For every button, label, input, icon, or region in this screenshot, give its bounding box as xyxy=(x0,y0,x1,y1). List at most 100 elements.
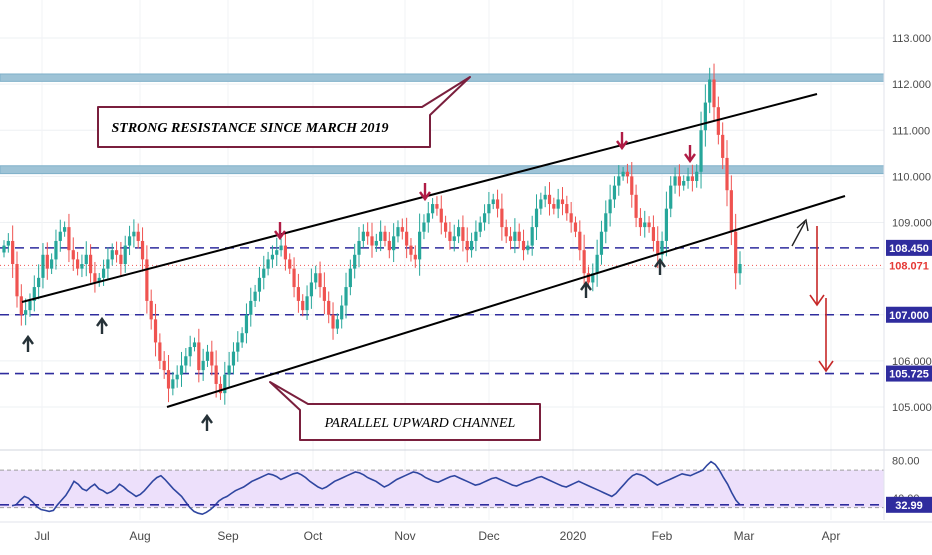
candle-body xyxy=(569,213,573,223)
candle-body xyxy=(58,231,62,241)
candle-body xyxy=(275,250,279,255)
candle-body xyxy=(578,231,582,251)
candle-body xyxy=(184,356,188,366)
candle-body xyxy=(37,277,41,288)
y-tick-label: 113.000 xyxy=(892,33,931,45)
marker-down-arrow xyxy=(616,132,628,151)
candle-body xyxy=(370,236,374,246)
candle-body xyxy=(110,250,114,260)
candle-body xyxy=(158,342,162,361)
candle-body xyxy=(257,277,262,292)
candle-body xyxy=(565,204,569,214)
candle-body xyxy=(677,176,681,186)
candle-body xyxy=(327,300,331,315)
rsi-current-label-bg xyxy=(886,496,932,513)
candle-body xyxy=(331,314,335,329)
x-tick-label: Dec xyxy=(478,529,499,543)
rsi-band xyxy=(0,470,884,508)
candle-body xyxy=(703,102,707,131)
marker-head xyxy=(580,280,592,291)
candle-body xyxy=(435,204,439,209)
candle-body xyxy=(543,194,547,200)
candle-body xyxy=(192,342,197,348)
candle-body xyxy=(504,227,508,237)
candle-body xyxy=(357,240,361,255)
candle-body xyxy=(556,199,560,209)
x-tick-label: Apr xyxy=(822,529,841,543)
marker-up-arrow xyxy=(201,413,213,431)
resistance-band-1 xyxy=(0,165,885,175)
candle-body xyxy=(500,208,504,228)
candle-body xyxy=(617,176,621,186)
candle-body xyxy=(465,240,469,251)
candle-body xyxy=(612,185,617,200)
x-axis: Jul Aug Sep Oct Nov Dec 2020 Feb Mar Apr xyxy=(0,521,932,543)
candle-body xyxy=(664,208,668,241)
candle-body xyxy=(634,194,638,218)
candle-body xyxy=(699,130,703,172)
candle-body xyxy=(6,240,10,246)
x-tick-label: 2020 xyxy=(560,529,587,543)
candle-body xyxy=(11,240,15,265)
candle-body xyxy=(93,273,97,283)
candle-body xyxy=(314,273,318,283)
marker-up-arrow xyxy=(22,334,34,352)
candle-body xyxy=(127,236,132,246)
candle-body xyxy=(721,134,725,158)
candle-body xyxy=(101,268,106,278)
candle-body xyxy=(223,374,227,394)
candle-body xyxy=(418,231,422,260)
candle-body xyxy=(656,240,660,255)
candle-body xyxy=(214,365,218,384)
candle-body xyxy=(444,222,448,232)
candle-body xyxy=(240,333,244,343)
resistance-band-0 xyxy=(0,73,885,82)
candle-body xyxy=(249,300,253,315)
candle-body xyxy=(708,79,712,103)
candle-body xyxy=(560,199,565,205)
marker-down-arrow xyxy=(684,145,696,164)
candle-body xyxy=(517,231,521,241)
candle-body xyxy=(638,217,643,228)
candle-body xyxy=(539,199,543,209)
y-tick-label: 112.000 xyxy=(892,79,931,91)
x-tick-label: Aug xyxy=(129,529,150,543)
rsi-panel xyxy=(0,449,932,516)
candle-body xyxy=(288,259,292,269)
candle-body xyxy=(405,231,409,246)
candle-body xyxy=(106,259,110,269)
marker-head xyxy=(22,334,34,345)
candle-body xyxy=(15,264,19,297)
candle-body xyxy=(97,277,101,283)
candle-body xyxy=(431,204,435,214)
candle-body xyxy=(45,254,49,269)
candle-body xyxy=(379,231,383,241)
channel-upper-line xyxy=(21,93,818,303)
candle-body xyxy=(491,199,495,205)
candle-body xyxy=(84,254,88,265)
candle-body xyxy=(54,240,58,260)
candle-body xyxy=(647,222,651,228)
candle-body xyxy=(305,296,309,311)
candle-body xyxy=(625,171,630,177)
candle-body xyxy=(301,300,305,311)
markers xyxy=(22,132,834,431)
y-tick-label: 105.000 xyxy=(892,402,932,414)
y-tick-label: 109.000 xyxy=(892,218,932,230)
y-tick-label: 110.000 xyxy=(892,171,931,183)
candle-body xyxy=(478,222,482,232)
level-label-107000: 107.000 xyxy=(889,310,929,322)
candle-body xyxy=(28,300,32,311)
candle-body xyxy=(283,245,288,260)
rsi-line xyxy=(11,460,741,516)
projection-up-line xyxy=(791,221,806,247)
candle-body xyxy=(136,231,140,241)
candle-body xyxy=(71,250,75,260)
candle-body xyxy=(621,171,625,177)
level-label-108071-bg xyxy=(886,257,932,274)
candle-body xyxy=(586,273,591,283)
candle-body xyxy=(669,185,673,209)
candle-body xyxy=(716,107,720,135)
marker-head xyxy=(616,140,628,151)
